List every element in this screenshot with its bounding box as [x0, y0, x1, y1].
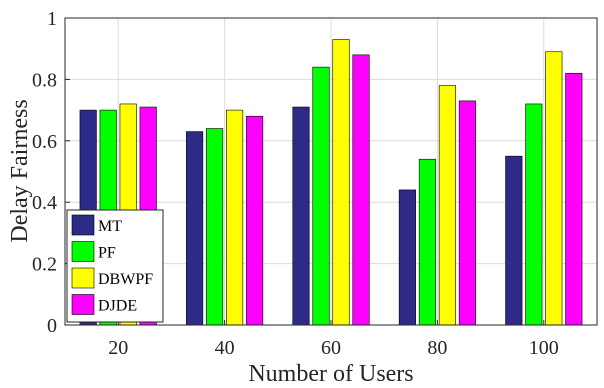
bar-djde-40	[246, 115, 264, 326]
bar-dbwpf-40	[226, 109, 244, 326]
x-axis-title: Number of Users	[248, 361, 413, 387]
legend-label-mt: MT	[98, 218, 122, 235]
legend-label-djde: DJDE	[98, 298, 137, 315]
bar-pf-80	[418, 158, 436, 326]
bar-dbwpf-100	[545, 51, 563, 326]
legend-swatch-djde	[71, 294, 95, 315]
bar-dbwpf-60	[332, 39, 350, 326]
x-axis: 20 40 60 80 100	[108, 320, 559, 359]
legend-swatch-mt	[71, 214, 95, 236]
y-axis-title: Delay Fairness	[7, 99, 33, 242]
y-tick-label: 0.4	[32, 192, 57, 214]
bar-djde-60	[352, 54, 370, 326]
legend-swatch-dbwpf	[71, 267, 95, 289]
bar-mt-100	[505, 155, 523, 326]
y-tick-label: 0.8	[32, 69, 57, 91]
bar-djde-80	[458, 100, 476, 326]
y-tick-label: 0.6	[32, 131, 57, 153]
bar-mt-40	[186, 131, 204, 326]
bar-pf-40	[206, 128, 224, 326]
bar-dbwpf-80	[438, 85, 456, 326]
y-tick-label: 1	[47, 8, 57, 30]
y-axis: 0 0.2 0.4 0.6 0.8 1	[32, 8, 70, 337]
x-tick-label: 20	[108, 337, 128, 359]
y-tick-label: 0	[47, 315, 57, 337]
y-tick-label: 0.2	[32, 254, 57, 276]
x-tick-label: 100	[529, 337, 559, 359]
legend-label-dbwpf: DBWPF	[98, 271, 153, 288]
legend-label-pf: PF	[98, 245, 116, 262]
x-tick-label: 80	[427, 337, 447, 359]
bar-djde-100	[565, 72, 583, 326]
bar-mt-80	[398, 189, 416, 326]
x-tick-label: 40	[215, 337, 235, 359]
bar-pf-60	[312, 66, 330, 326]
legend-swatch-pf	[71, 241, 95, 262]
legend: MT PF DBWPF DJDE	[66, 209, 164, 323]
bar-mt-60	[292, 106, 310, 326]
bar-pf-100	[525, 103, 543, 326]
x-tick-label: 60	[321, 337, 341, 359]
